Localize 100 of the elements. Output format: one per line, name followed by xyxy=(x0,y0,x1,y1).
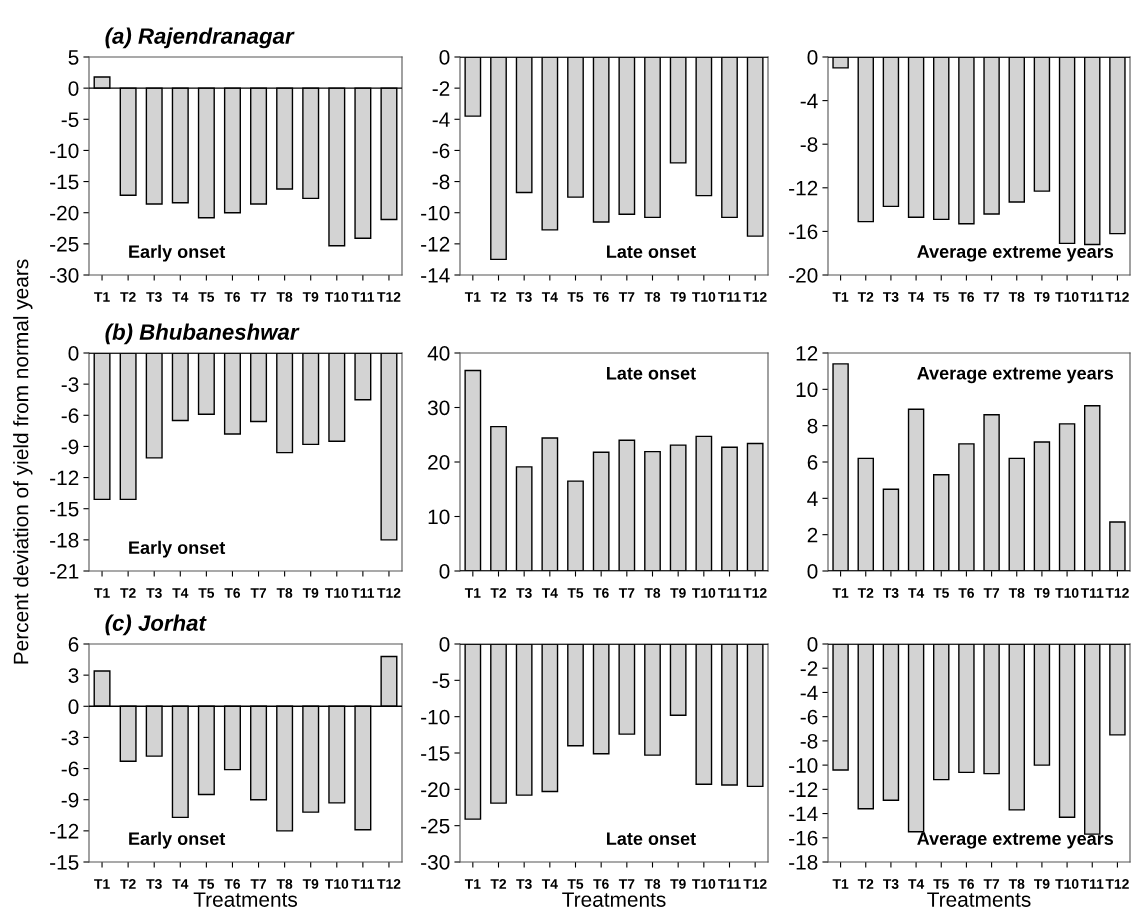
x-tick-label: T2 xyxy=(857,588,874,598)
annotation: Average extreme years xyxy=(917,245,1114,262)
x-tick-label: T5 xyxy=(933,879,949,889)
y-tick-label: 0 xyxy=(439,564,450,579)
x-tick-label: T10 xyxy=(692,292,716,302)
y-tick-label: -8 xyxy=(800,137,818,152)
x-tick-label: T5 xyxy=(198,292,215,302)
y-tick-label: -12 xyxy=(50,470,79,486)
y-tick-label: -15 xyxy=(421,746,450,761)
annotation: Average extreme years xyxy=(917,832,1114,849)
y-tick-label: -21 xyxy=(50,564,79,579)
x-tick-label: T10 xyxy=(324,879,349,889)
x-tick-label: T1 xyxy=(464,588,481,598)
y-tick-label: -15 xyxy=(50,174,79,190)
x-tick-label: T9 xyxy=(302,879,319,889)
y-tick-label: -10 xyxy=(421,709,450,725)
x-tick-label: T9 xyxy=(302,292,319,302)
x-tick-label: T3 xyxy=(146,292,162,302)
x-tick-label: T7 xyxy=(618,588,635,598)
y-tick-label: -18 xyxy=(789,855,818,870)
y-tick-label: 0 xyxy=(807,637,818,652)
x-tick-label: T5 xyxy=(567,879,584,889)
y-tick-label: -12 xyxy=(789,180,818,196)
x-tick-label: T1 xyxy=(94,292,110,302)
x-tick-label: T2 xyxy=(490,292,507,302)
annotation: Average extreme years xyxy=(917,366,1114,384)
x-axis-title: Treatments xyxy=(193,892,298,907)
x-tick-label: T8 xyxy=(276,292,293,302)
y-tick-label: -4 xyxy=(800,93,818,109)
x-tick-label: T6 xyxy=(593,879,609,889)
x-tick-label: T11 xyxy=(1080,588,1104,598)
x-tick-label: T10 xyxy=(692,588,716,598)
y-tick-label: 2 xyxy=(807,527,818,543)
x-tick-label: T11 xyxy=(1080,879,1104,889)
x-tick-label: T4 xyxy=(172,588,189,598)
x-tick-label: T2 xyxy=(120,588,136,598)
y-tick-label: -25 xyxy=(421,818,450,834)
x-tick-label: T4 xyxy=(908,292,925,302)
x-tick-label: T5 xyxy=(198,879,215,889)
x-axis-title: Treatments xyxy=(562,892,666,907)
x-tick-label: T9 xyxy=(1033,879,1050,889)
annotation: Early onset xyxy=(129,831,226,849)
y-tick-label: -14 xyxy=(789,806,818,822)
x-tick-label: T7 xyxy=(983,292,1000,302)
x-tick-label: T1 xyxy=(464,879,481,889)
x-tick-label: T9 xyxy=(670,879,686,889)
x-tick-label: T2 xyxy=(120,292,136,302)
x-axis-title: Treatments xyxy=(927,892,1031,907)
x-tick-label: T11 xyxy=(351,588,375,598)
x-tick-label: T3 xyxy=(146,879,162,889)
x-tick-label: T9 xyxy=(302,588,319,598)
x-tick-label: T3 xyxy=(516,879,532,889)
y-tick-label: -8 xyxy=(432,174,450,190)
x-tick-label: T6 xyxy=(224,292,241,302)
y-tick-label: -6 xyxy=(61,408,79,424)
x-tick-label: T12 xyxy=(1105,588,1129,598)
y-tick-label: -6 xyxy=(800,709,818,725)
x-tick-label: T3 xyxy=(882,588,899,598)
x-tick-label: T7 xyxy=(250,879,267,889)
x-tick-label: T12 xyxy=(377,292,401,302)
x-tick-label: T2 xyxy=(120,879,136,889)
x-tick-label: T1 xyxy=(94,879,110,889)
x-tick-label: T3 xyxy=(146,588,162,598)
x-tick-label: T9 xyxy=(1033,588,1050,598)
x-tick-label: T7 xyxy=(983,879,1000,889)
y-tick-label: -8 xyxy=(800,733,818,749)
y-tick-label: -14 xyxy=(421,268,450,283)
x-tick-label: T8 xyxy=(276,588,293,598)
y-tick-label: 20 xyxy=(428,455,450,470)
x-tick-label: T8 xyxy=(276,879,293,889)
y-tick-label: -15 xyxy=(50,501,79,517)
y-tick-label: 10 xyxy=(428,509,450,525)
y-tick-label: -5 xyxy=(61,112,79,128)
x-tick-label: T3 xyxy=(882,879,899,889)
y-tick-label: -2 xyxy=(432,81,450,96)
y-tick-label: 4 xyxy=(807,491,818,506)
x-tick-label: T5 xyxy=(933,588,949,598)
y-tick-label: 0 xyxy=(68,81,79,96)
annotation: Late onset xyxy=(607,245,696,259)
y-axis-title: Percent deviation of yield from normal years xyxy=(13,259,33,664)
x-tick-label: T6 xyxy=(958,879,975,889)
x-tick-label: T7 xyxy=(250,292,267,302)
x-tick-label: T12 xyxy=(377,879,401,889)
y-tick-label: -12 xyxy=(421,236,450,252)
x-tick-label: T12 xyxy=(1105,292,1129,302)
x-tick-label: T11 xyxy=(1080,292,1104,302)
y-tick-label: -9 xyxy=(61,792,79,808)
y-tick-label: -20 xyxy=(789,268,818,283)
y-tick-label: -12 xyxy=(789,782,818,797)
y-tick-label: -15 xyxy=(50,855,79,870)
x-tick-label: T8 xyxy=(644,588,661,598)
y-tick-label: -10 xyxy=(50,143,79,159)
y-tick-label: 5 xyxy=(68,50,79,65)
x-tick-label: T2 xyxy=(490,588,507,598)
x-tick-label: T1 xyxy=(832,879,849,889)
x-tick-label: T10 xyxy=(324,588,349,598)
y-tick-label: 6 xyxy=(68,637,79,652)
x-tick-label: T1 xyxy=(94,588,110,598)
x-tick-label: T10 xyxy=(324,292,349,302)
x-tick-label: T12 xyxy=(743,588,767,598)
